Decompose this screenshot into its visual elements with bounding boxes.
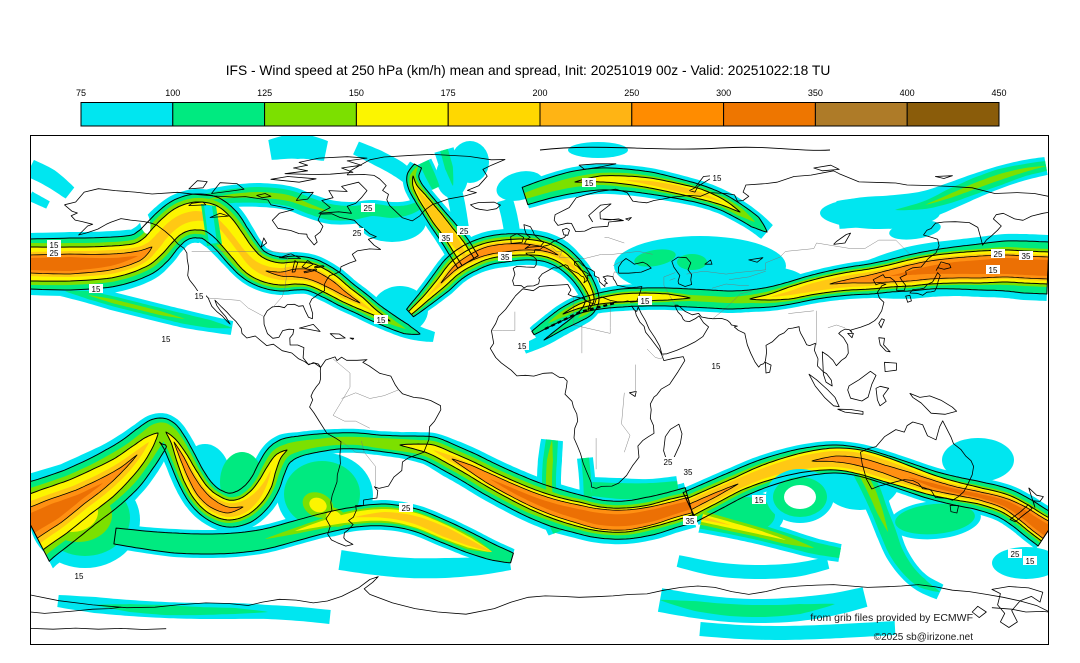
svg-text:25: 25 [364,204,373,213]
svg-text:IFS - Wind speed at 250 hPa (k: IFS - Wind speed at 250 hPa (km/h) mean … [226,63,831,78]
svg-text:35: 35 [501,253,510,262]
svg-text:100: 100 [165,88,180,98]
svg-text:15: 15 [162,335,171,344]
svg-text:35: 35 [684,468,693,477]
svg-text:©2025 sb@irizone.net: ©2025 sb@irizone.net [874,632,973,643]
svg-text:300: 300 [716,88,731,98]
svg-text:350: 350 [808,88,823,98]
svg-text:35: 35 [442,234,451,243]
svg-text:75: 75 [76,88,86,98]
svg-text:15: 15 [518,342,527,351]
svg-text:400: 400 [900,88,915,98]
svg-text:from grib files provided by EC: from grib files provided by ECMWF [810,612,973,624]
svg-text:200: 200 [532,88,547,98]
svg-text:35: 35 [1022,252,1031,261]
svg-text:15: 15 [989,266,998,275]
svg-text:25: 25 [50,249,59,258]
svg-text:25: 25 [402,504,411,513]
svg-text:25: 25 [353,229,362,238]
svg-text:25: 25 [460,227,469,236]
svg-text:15: 15 [712,362,721,371]
svg-text:15: 15 [195,292,204,301]
svg-text:15: 15 [641,297,650,306]
svg-text:125: 125 [257,88,272,98]
svg-text:15: 15 [377,316,386,325]
svg-text:15: 15 [75,572,84,581]
svg-text:25: 25 [1011,550,1020,559]
svg-text:15: 15 [713,174,722,183]
svg-text:25: 25 [994,250,1003,259]
svg-text:450: 450 [991,88,1006,98]
svg-text:250: 250 [624,88,639,98]
svg-text:15: 15 [585,179,594,188]
svg-text:15: 15 [1026,557,1035,566]
svg-text:35: 35 [686,517,695,526]
svg-text:15: 15 [755,496,764,505]
svg-text:25: 25 [664,458,673,467]
svg-text:15: 15 [92,285,101,294]
svg-text:150: 150 [349,88,364,98]
svg-text:175: 175 [441,88,456,98]
svg-text:15: 15 [50,241,59,250]
